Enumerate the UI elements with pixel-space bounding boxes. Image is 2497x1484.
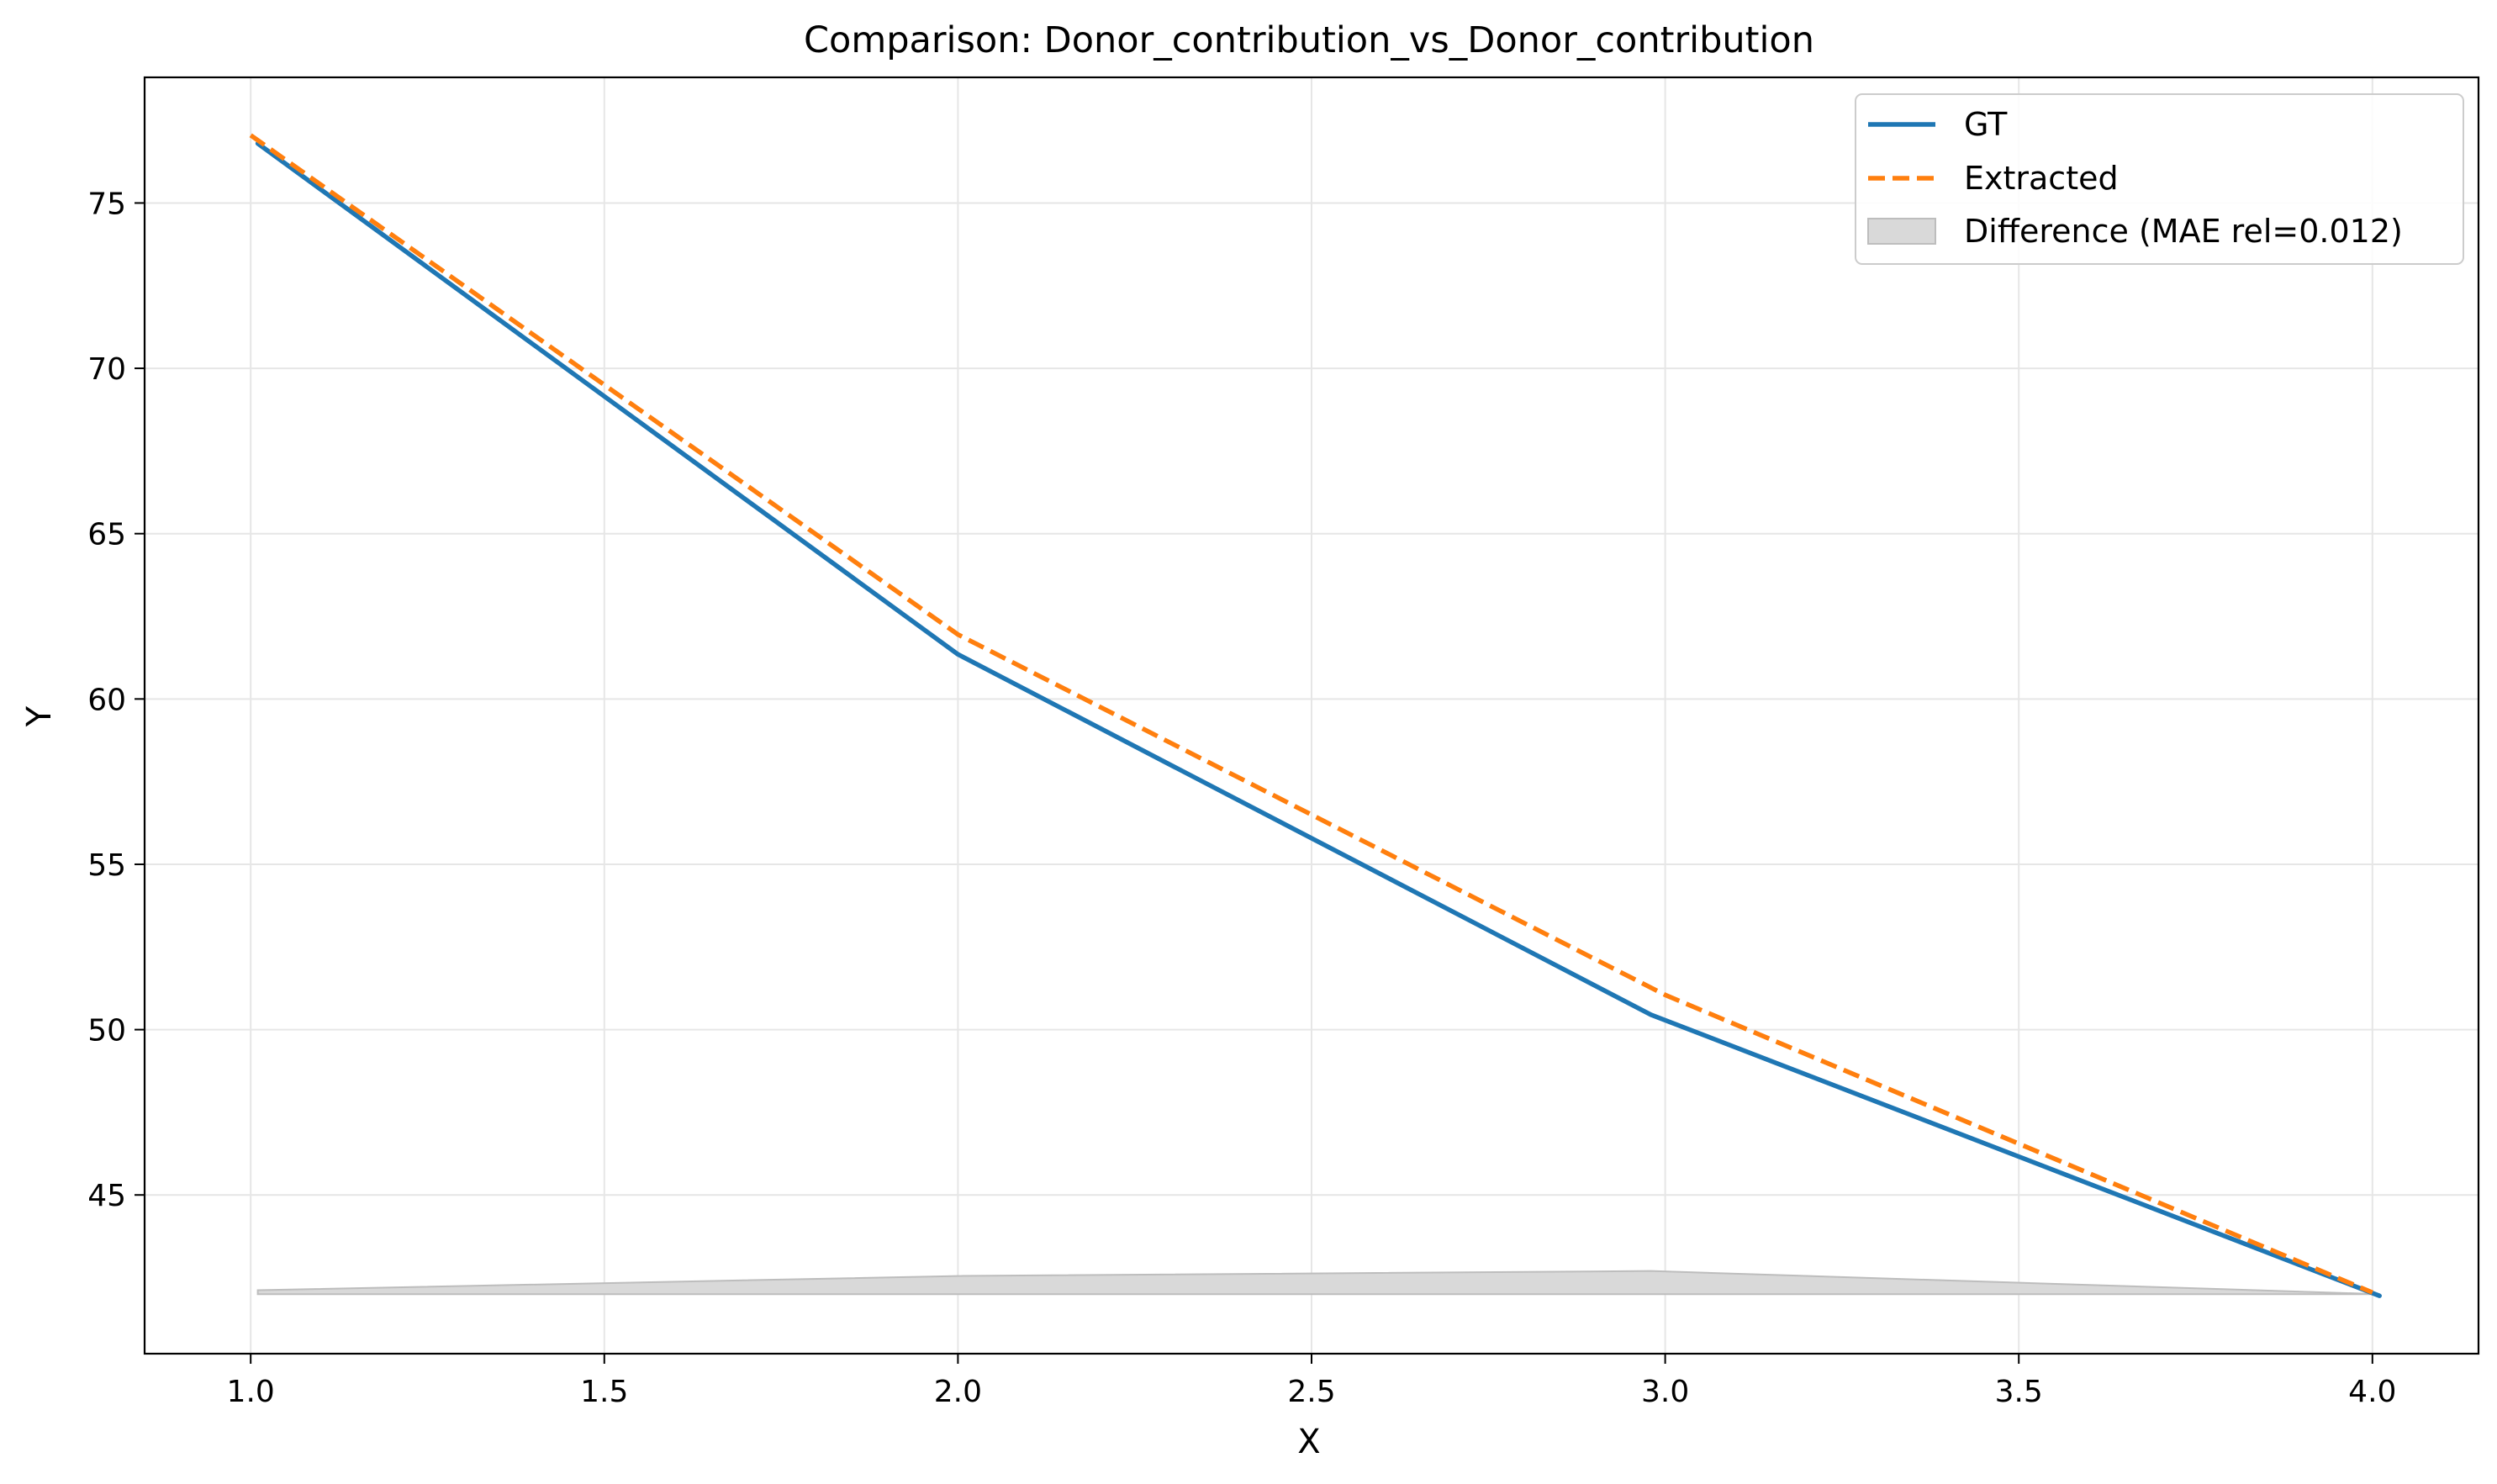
y-tick-label: 55 xyxy=(87,848,126,883)
legend-swatch-difference xyxy=(1867,218,1936,245)
x-axis-label: X xyxy=(1297,1423,1320,1461)
y-tick-label: 60 xyxy=(87,683,126,717)
legend-label-gt: GT xyxy=(1964,106,2008,143)
axis-ticks: 1.0 1.5 2.0 2.5 3.0 3.5 4.0 45 50 55 60 65 70 75 xyxy=(87,187,2396,1409)
grid xyxy=(145,77,2479,1354)
y-tick-label: 65 xyxy=(87,518,126,552)
x-tick-label: 2.0 xyxy=(934,1375,982,1409)
series-layer xyxy=(249,133,2382,1298)
y-tick-label: 70 xyxy=(87,352,126,387)
x-tick-label: 3.5 xyxy=(1995,1375,2043,1409)
legend-box xyxy=(1855,93,2464,265)
x-tick-label: 3.0 xyxy=(1641,1375,1689,1409)
x-tick-label: 1.0 xyxy=(227,1375,275,1409)
chart-title: Comparison: Donor_contribution_vs_Donor_… xyxy=(804,19,1814,61)
legend-label-difference: Difference (MAE rel=0.012) xyxy=(1964,213,2403,250)
x-tick-label: 1.5 xyxy=(580,1375,628,1409)
y-tick-label: 45 xyxy=(87,1179,126,1213)
difference-band xyxy=(256,1270,2380,1296)
y-axis-label: Y xyxy=(20,705,59,727)
y-tick-label: 50 xyxy=(87,1014,126,1048)
y-tick-label: 75 xyxy=(87,187,126,221)
legend: GT Extracted Difference (MAE rel=0.012) xyxy=(1855,93,2464,265)
legend-label-extracted: Extracted xyxy=(1964,160,2119,197)
series-line-gt xyxy=(255,140,2382,1298)
x-tick-label: 4.0 xyxy=(2348,1375,2396,1409)
difference-band-layer xyxy=(256,1270,2380,1296)
x-tick-label: 2.5 xyxy=(1287,1375,1335,1409)
